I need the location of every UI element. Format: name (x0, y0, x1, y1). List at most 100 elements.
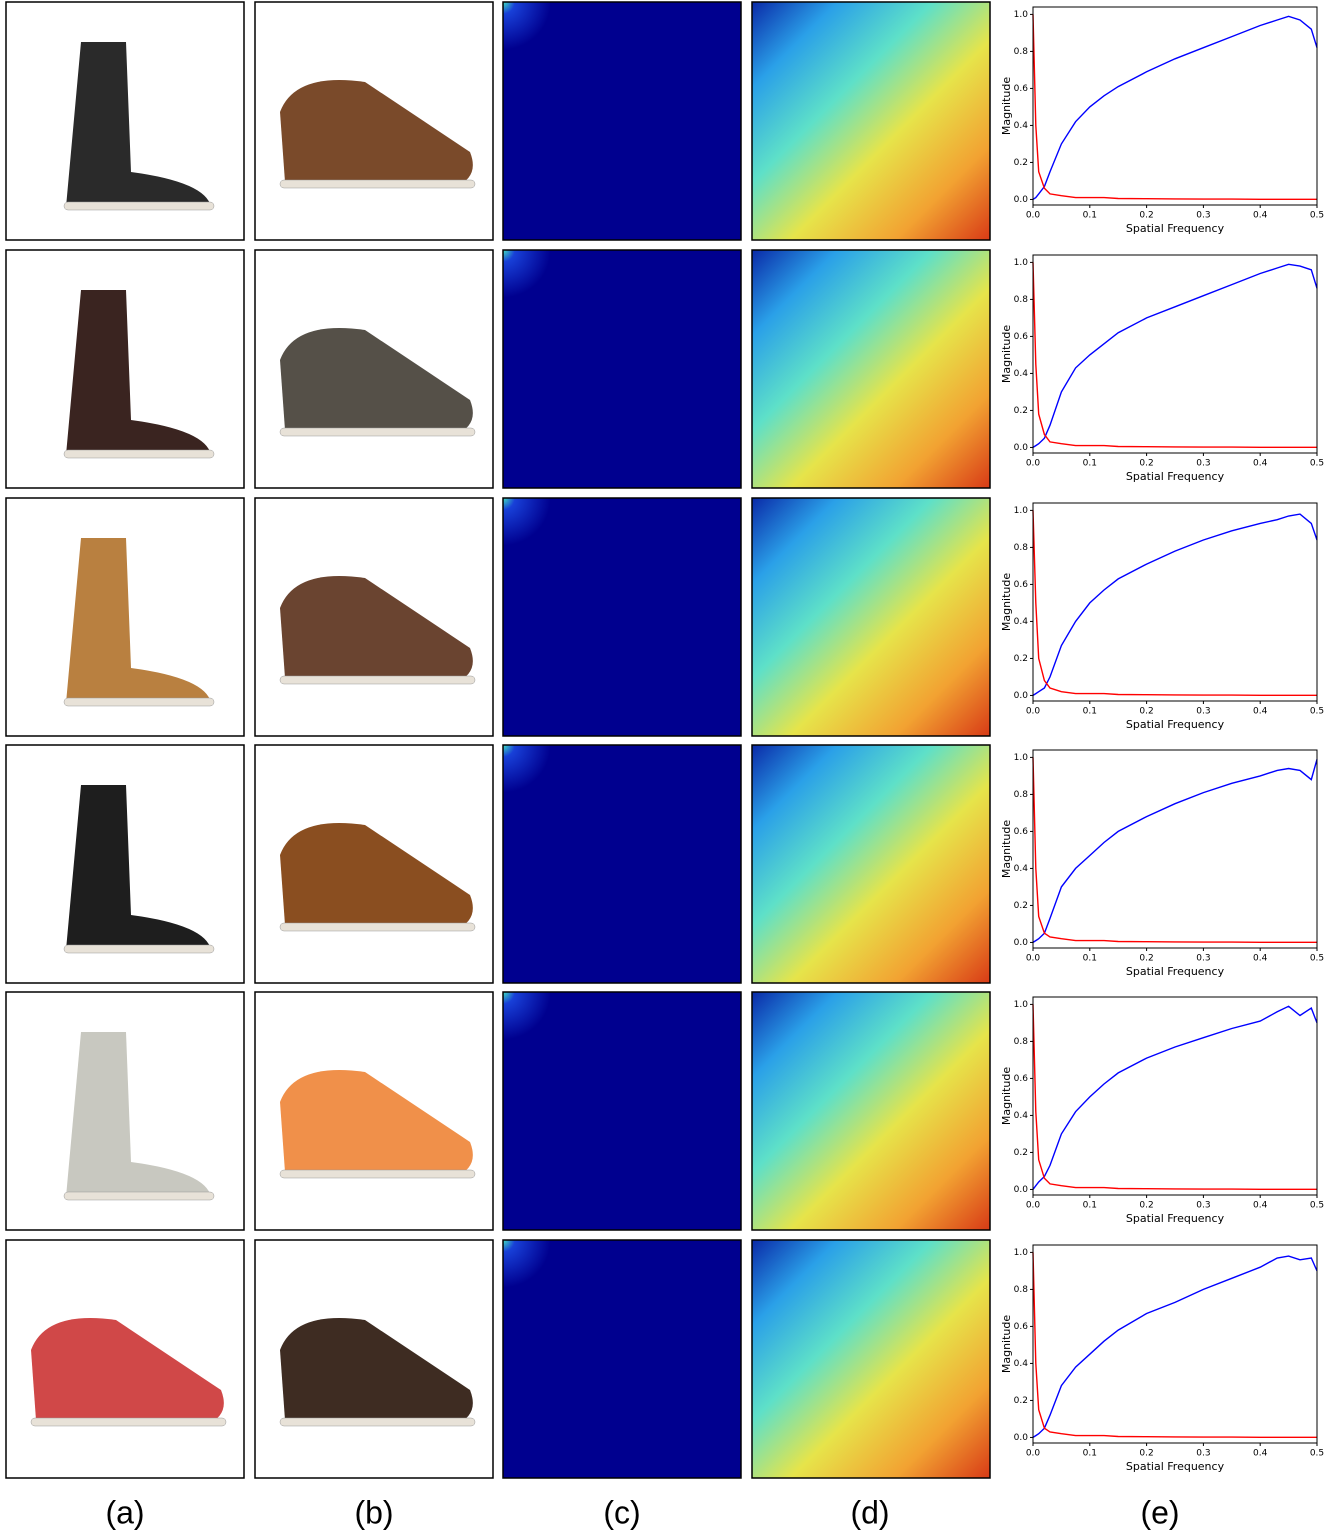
x-axis-label: Spatial Frequency (1126, 718, 1225, 731)
y-tick-label: 1.0 (1014, 258, 1029, 268)
series-line (1033, 1004, 1317, 1189)
x-tick-label: 0.4 (1253, 954, 1268, 964)
y-tick-label: 0.0 (1014, 1185, 1029, 1195)
y-tick-label: 0.4 (1014, 121, 1029, 131)
x-tick-label: 0.0 (1026, 211, 1041, 221)
shoe-sole (280, 428, 475, 436)
heat-map (752, 250, 990, 488)
y-axis-label: Magnitude (1000, 573, 1013, 632)
y-tick-label: 1.0 (1014, 10, 1029, 20)
x-tick-label: 0.4 (1253, 707, 1268, 717)
spectrum-map (503, 1240, 741, 1478)
x-tick-label: 0.5 (1310, 1201, 1324, 1211)
panel-label: (b) (354, 1494, 393, 1530)
panel-label: (e) (1140, 1494, 1179, 1530)
x-tick-label: 0.2 (1139, 707, 1153, 717)
x-axis-label: Spatial Frequency (1126, 1212, 1225, 1225)
y-axis-label: Magnitude (1000, 1067, 1013, 1126)
spectrum-map (503, 498, 741, 736)
x-axis-label: Spatial Frequency (1126, 222, 1225, 235)
x-tick-label: 0.4 (1253, 1449, 1268, 1459)
y-tick-label: 0.4 (1014, 1111, 1029, 1121)
y-tick-label: 1.0 (1014, 753, 1029, 763)
y-tick-label: 1.0 (1014, 1000, 1029, 1010)
series-line (1033, 1006, 1317, 1189)
y-tick-label: 0.8 (1014, 1285, 1029, 1295)
series-line (1033, 510, 1317, 695)
panel-label: (d) (850, 1494, 889, 1530)
y-tick-label: 1.0 (1014, 506, 1029, 516)
x-tick-label: 0.5 (1310, 707, 1324, 717)
x-tick-label: 0.0 (1026, 1449, 1041, 1459)
y-tick-label: 0.2 (1014, 1148, 1028, 1158)
figure: 0.0 0.2 0.4 0.6 0.8 1.0 0.0 0.1 0.2 0.3 0.4 0.5 Spat… (0, 0, 1332, 1540)
series-line (1033, 514, 1317, 695)
y-tick-label: 0.0 (1014, 443, 1029, 453)
y-tick-label: 0.0 (1014, 938, 1029, 948)
y-tick-label: 0.2 (1014, 901, 1028, 911)
y-tick-label: 0.4 (1014, 617, 1029, 627)
panel-label: (c) (603, 1494, 640, 1530)
x-tick-label: 0.1 (1083, 1449, 1097, 1459)
series-line (1033, 264, 1317, 447)
x-tick-label: 0.5 (1310, 211, 1324, 221)
panel-label: (a) (105, 1494, 144, 1530)
series-line (1033, 1256, 1317, 1437)
x-tick-label: 0.3 (1196, 1449, 1210, 1459)
shoe-sole (64, 698, 214, 706)
y-tick-label: 0.6 (1014, 827, 1029, 837)
series-line (1033, 16, 1317, 199)
x-tick-label: 0.1 (1083, 707, 1097, 717)
y-tick-label: 0.0 (1014, 195, 1029, 205)
y-tick-label: 0.2 (1014, 406, 1028, 416)
y-tick-label: 0.8 (1014, 295, 1029, 305)
spectrum-map (503, 745, 741, 983)
heat-map (752, 745, 990, 983)
x-tick-label: 0.4 (1253, 1201, 1268, 1211)
y-axis-label: Magnitude (1000, 325, 1013, 384)
y-tick-label: 0.8 (1014, 543, 1029, 553)
x-axis-label: Spatial Frequency (1126, 965, 1225, 978)
y-tick-label: 0.2 (1014, 158, 1028, 168)
axes-frame (1033, 503, 1317, 701)
shoe-sole (31, 1418, 226, 1426)
x-tick-label: 0.5 (1310, 954, 1324, 964)
x-tick-label: 0.5 (1310, 459, 1324, 469)
x-tick-label: 0.3 (1196, 459, 1210, 469)
y-tick-label: 0.8 (1014, 47, 1029, 57)
x-tick-label: 0.0 (1026, 707, 1041, 717)
y-tick-label: 0.4 (1014, 864, 1029, 874)
shoe-sole (280, 923, 475, 931)
x-tick-label: 0.3 (1196, 707, 1210, 717)
series-line (1033, 14, 1317, 199)
shoe-sole (280, 1418, 475, 1426)
x-tick-label: 0.4 (1253, 459, 1268, 469)
shoe-sole (64, 202, 214, 210)
shoe-sole (280, 1170, 475, 1178)
y-tick-label: 0.0 (1014, 691, 1029, 701)
series-line (1033, 1252, 1317, 1437)
x-tick-label: 0.3 (1196, 954, 1210, 964)
spectrum-map (503, 2, 741, 240)
x-tick-label: 0.2 (1139, 1449, 1153, 1459)
series-line (1033, 757, 1317, 942)
axes-frame (1033, 1245, 1317, 1443)
heat-map (752, 992, 990, 1230)
y-tick-label: 1.0 (1014, 1248, 1029, 1258)
y-tick-label: 0.6 (1014, 580, 1029, 590)
y-tick-label: 0.0 (1014, 1433, 1029, 1443)
x-tick-label: 0.4 (1253, 211, 1268, 221)
x-tick-label: 0.0 (1026, 954, 1041, 964)
y-axis-label: Magnitude (1000, 77, 1013, 136)
x-axis-label: Spatial Frequency (1126, 470, 1225, 483)
y-axis-label: Magnitude (1000, 1315, 1013, 1374)
x-tick-label: 0.2 (1139, 954, 1153, 964)
shoe-sole (64, 945, 214, 953)
shoe-sole (280, 676, 475, 684)
x-tick-label: 0.1 (1083, 1201, 1097, 1211)
x-tick-label: 0.5 (1310, 1449, 1324, 1459)
y-tick-label: 0.8 (1014, 790, 1029, 800)
x-tick-label: 0.1 (1083, 211, 1097, 221)
x-tick-label: 0.1 (1083, 954, 1097, 964)
axes-frame (1033, 750, 1317, 948)
